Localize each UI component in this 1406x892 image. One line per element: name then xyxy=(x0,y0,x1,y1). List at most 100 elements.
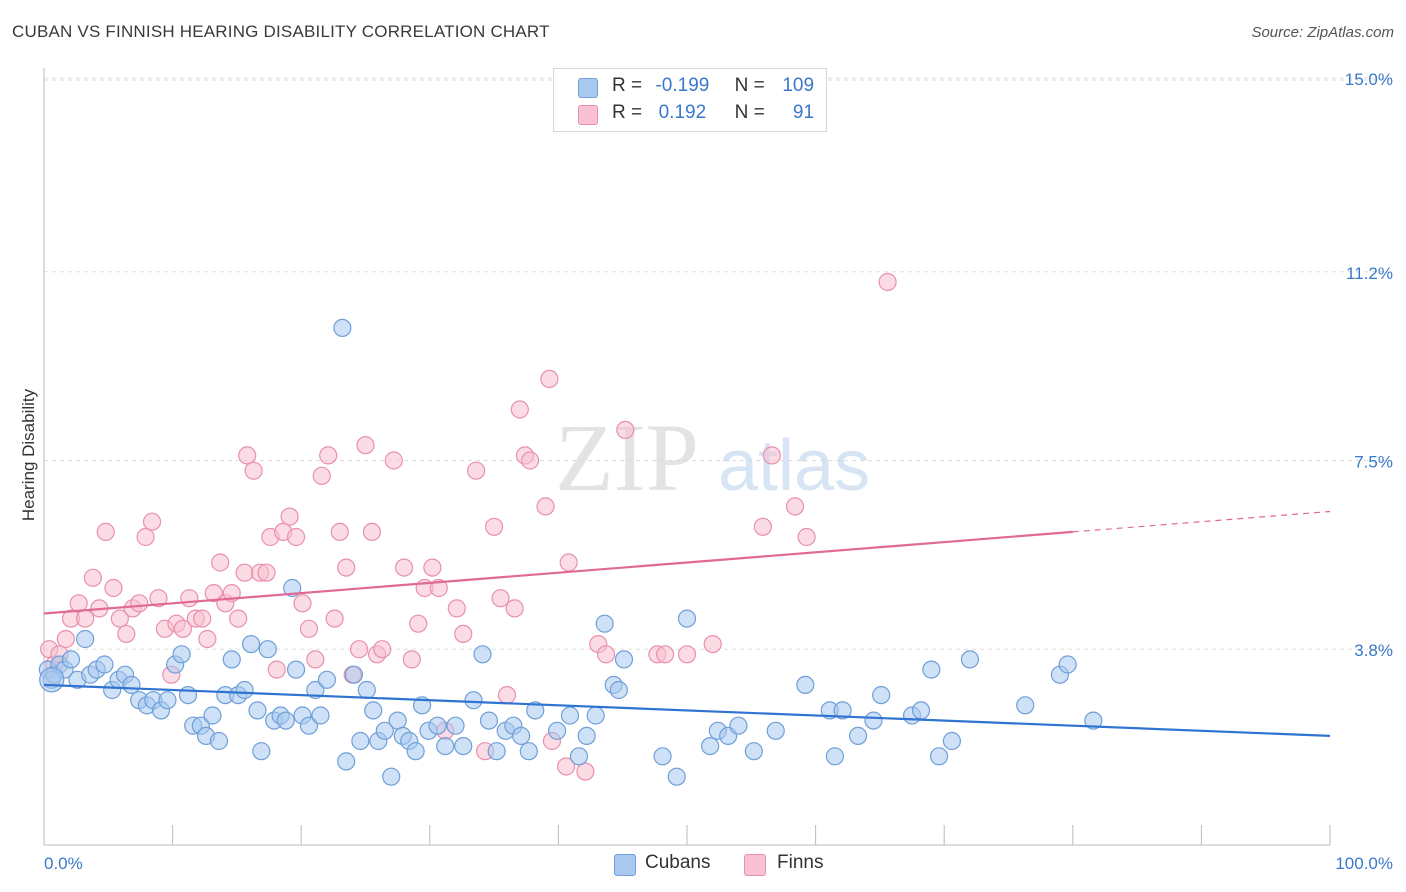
finns-point xyxy=(136,527,155,547)
trend-lines xyxy=(43,510,1331,737)
y-tick-label: 11.2% xyxy=(1346,264,1393,283)
finns-point xyxy=(173,619,192,638)
cubans-point xyxy=(286,660,306,679)
finns-point xyxy=(76,609,95,628)
finns-point xyxy=(337,558,356,577)
cubans-point xyxy=(299,716,319,735)
y-tick-label: 3.8% xyxy=(1354,641,1393,660)
cubans-point xyxy=(252,742,271,761)
cubans-point xyxy=(487,742,506,761)
finns-point xyxy=(409,614,428,633)
finns-point xyxy=(267,660,286,679)
finns-point xyxy=(110,609,129,628)
finns-point xyxy=(229,609,248,628)
cubans-point xyxy=(609,680,628,700)
finns-point xyxy=(104,578,123,598)
axes xyxy=(43,68,1331,846)
cubans-point xyxy=(333,318,352,337)
cubans-point xyxy=(1084,711,1103,730)
finns-point xyxy=(466,461,486,480)
cubans-point xyxy=(848,726,868,746)
cubans-point xyxy=(76,629,95,649)
finns-r-value: 0.192 xyxy=(658,102,707,123)
y-tick-label: 15.0% xyxy=(1345,70,1393,89)
cubans-point xyxy=(548,721,567,740)
cubans-point xyxy=(766,721,785,740)
cubans-r-label: R = xyxy=(612,75,643,96)
finns-point xyxy=(656,645,675,664)
cubans-point xyxy=(248,701,267,720)
cubans-point xyxy=(519,742,538,761)
cubans-point xyxy=(473,645,492,664)
finns-point xyxy=(356,436,375,455)
cubans-point xyxy=(276,711,295,730)
finns-point xyxy=(559,553,578,572)
finns-point xyxy=(244,461,263,480)
finns-point xyxy=(454,624,473,644)
finns-point xyxy=(510,400,529,419)
source-label: Source: ZipAtlas.com xyxy=(1251,24,1394,41)
finns-point xyxy=(785,497,805,516)
cubans-point xyxy=(306,680,325,700)
cubans-n-label: N = xyxy=(734,75,765,96)
cubans-point xyxy=(61,650,81,669)
finns-point xyxy=(312,466,331,485)
cubans-point xyxy=(569,747,589,766)
finns-point xyxy=(180,589,199,608)
finns-point xyxy=(753,517,772,536)
cubans-point xyxy=(222,650,241,669)
finns-point xyxy=(362,522,382,542)
finns-point xyxy=(384,451,403,470)
cubans-point xyxy=(388,711,407,730)
finns-point xyxy=(797,527,816,547)
finns-n-label: N = xyxy=(734,102,765,123)
bottom-finns-label: Finns xyxy=(777,852,824,873)
cubans-point xyxy=(344,665,364,684)
cubans-point xyxy=(526,701,545,720)
cubans-point xyxy=(464,691,483,710)
finns-point xyxy=(198,629,217,649)
y-axis-title: Hearing Disability xyxy=(19,388,38,521)
finns-point xyxy=(319,446,338,465)
finns-point xyxy=(349,640,369,659)
finns-point xyxy=(280,507,299,526)
cubans-point xyxy=(701,736,720,756)
cubans-point xyxy=(833,701,852,720)
finns-point xyxy=(485,517,504,536)
cubans-point xyxy=(577,726,596,746)
finns-point xyxy=(521,451,540,470)
cubans-point xyxy=(653,747,672,766)
cubans-cluster-point xyxy=(39,667,65,693)
cubans-trend-line xyxy=(43,683,1331,737)
finns-point xyxy=(677,645,697,664)
finns-point xyxy=(235,563,254,582)
finns-point xyxy=(204,583,223,603)
y-tick-label: 7.5% xyxy=(1354,453,1393,472)
cubans-point xyxy=(446,716,465,735)
finns-point xyxy=(330,522,349,542)
finns-trend-line xyxy=(43,530,1073,615)
finns-n-value: 91 xyxy=(792,102,815,123)
finns-point xyxy=(762,446,781,465)
cubans-point xyxy=(122,675,141,695)
finns-point xyxy=(299,619,319,638)
watermark: ZIP atlas xyxy=(555,404,870,511)
finns-point xyxy=(596,645,616,664)
cubans-point xyxy=(864,711,883,730)
finns-point xyxy=(505,599,524,618)
finns-point xyxy=(540,369,559,388)
finns-point xyxy=(211,553,230,572)
cubans-point xyxy=(454,736,473,756)
finns-point xyxy=(142,512,162,531)
cubans-point xyxy=(729,716,748,735)
watermark-zip: ZIP xyxy=(555,404,699,511)
finns-point xyxy=(576,762,595,781)
grid-lines xyxy=(44,77,1395,650)
cubans-point xyxy=(595,614,614,633)
finns-point xyxy=(83,568,102,587)
cubans-point xyxy=(428,716,447,735)
cubans-point xyxy=(872,685,891,705)
cubans-point xyxy=(375,721,394,740)
finns-point xyxy=(373,640,392,659)
x-tick-label-max: 100.0% xyxy=(1335,854,1393,873)
